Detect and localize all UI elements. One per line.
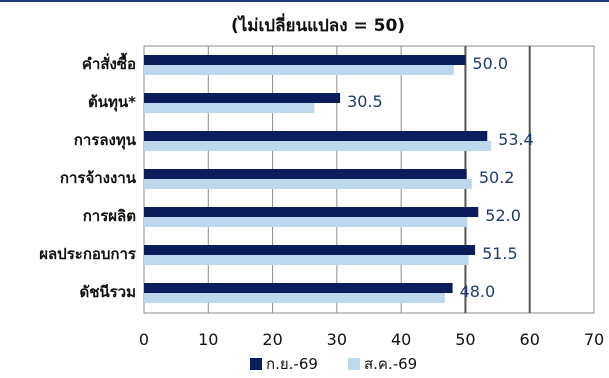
legend-label: ส.ค.-69 — [364, 355, 417, 373]
top-rule — [0, 0, 609, 2]
value-label: 30.5 — [347, 92, 383, 111]
x-tick-label: 40 — [391, 330, 411, 349]
bar-sep — [144, 283, 453, 293]
bar-aug — [144, 141, 492, 151]
category-label: ผลประกอบการ — [39, 245, 137, 263]
legend-swatch — [348, 358, 360, 370]
x-tick-label: 20 — [262, 330, 282, 349]
bar-aug — [144, 103, 315, 113]
bar-sep — [144, 245, 476, 255]
bar-sep — [144, 169, 467, 179]
bar-aug — [144, 179, 472, 189]
category-label: ต้นทุน* — [88, 93, 136, 112]
bar-aug — [144, 217, 468, 227]
category-label: การจ้างงาน — [60, 169, 137, 187]
value-label: 53.4 — [498, 130, 534, 149]
bar-sep — [144, 131, 488, 141]
legend-label: ก.ย.-69 — [266, 355, 318, 373]
category-label: การผลิต — [83, 207, 136, 225]
x-tick-label: 60 — [520, 330, 540, 349]
chart-title: (ไม่เปลี่ยนแปลง = 50) — [231, 13, 405, 36]
category-label: การลงทุน — [74, 131, 137, 150]
value-label: 51.5 — [482, 244, 518, 263]
bar-aug — [144, 65, 454, 75]
category-label: คำสั่งซื้อ — [82, 52, 136, 73]
x-tick-label: 70 — [584, 330, 604, 349]
bar-sep — [144, 207, 479, 217]
legend: ก.ย.-69 ส.ค.-69 — [250, 355, 417, 373]
value-label: 48.0 — [460, 282, 496, 301]
bar-sep — [144, 55, 466, 65]
x-tick-label: 10 — [198, 330, 218, 349]
legend-swatch — [250, 358, 262, 370]
bar-sep — [144, 93, 341, 103]
x-tick-label: 30 — [327, 330, 347, 349]
value-label: 50.2 — [479, 168, 515, 187]
bar-aug — [144, 255, 469, 265]
x-tick-label: 0 — [139, 330, 149, 349]
label-layer: 0 10 20 30 40 50 60 70 คำสั่งซื้อ 50.0 ต้นทุน* 30.5… — [39, 52, 604, 349]
value-label: 50.0 — [472, 54, 508, 73]
bar-aug — [144, 293, 445, 303]
bar-layer — [144, 55, 492, 303]
value-label: 52.0 — [485, 206, 521, 225]
x-tick-label: 50 — [455, 330, 475, 349]
category-label: ดัชนีรวม — [79, 283, 136, 301]
